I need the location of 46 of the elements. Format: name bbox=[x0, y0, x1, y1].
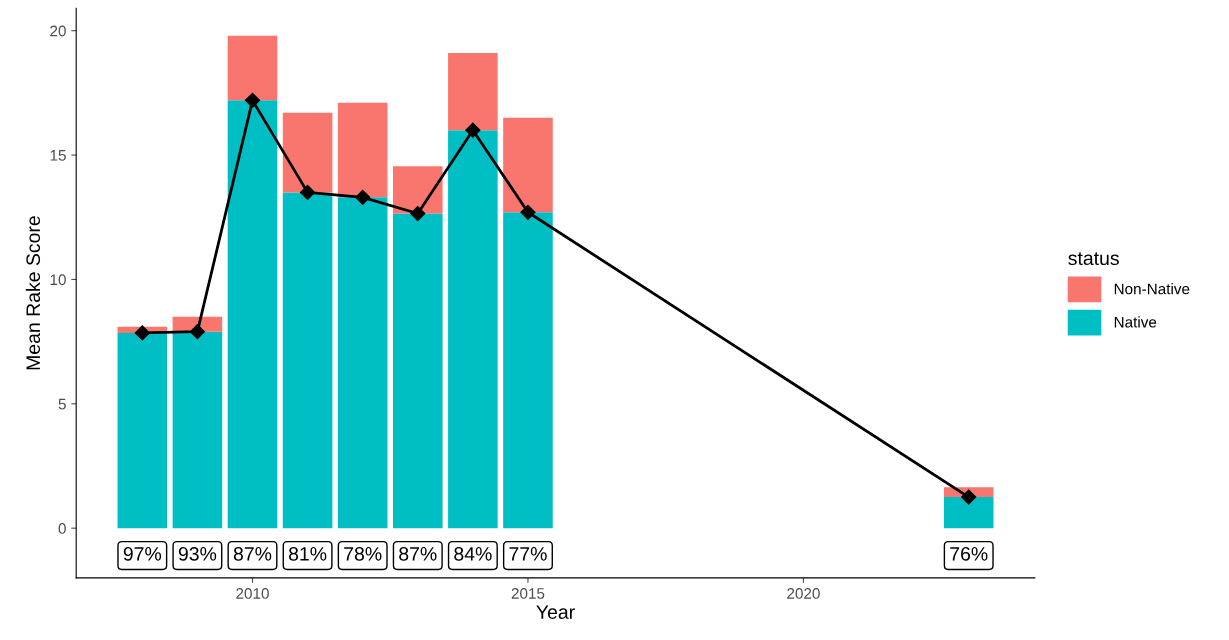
bar bbox=[227, 100, 278, 529]
bar bbox=[503, 212, 553, 529]
legend-label: Non-Native bbox=[1114, 283, 1190, 295]
x-tick-label: 2010 bbox=[236, 588, 269, 599]
bar bbox=[172, 331, 223, 529]
y-tick-label: 15 bbox=[50, 150, 66, 161]
x-tick-label: 2020 bbox=[787, 588, 820, 599]
bar bbox=[227, 35, 278, 101]
x-axis-title: Year bbox=[536, 605, 575, 619]
point bbox=[961, 489, 977, 505]
y-axis-title: Mean Rake Score bbox=[25, 216, 41, 370]
legend-title: status bbox=[1068, 252, 1119, 266]
x-tick-label: 2015 bbox=[511, 588, 545, 599]
annotation: 84% bbox=[454, 546, 492, 561]
bar bbox=[392, 166, 443, 214]
bar bbox=[117, 332, 168, 529]
bar bbox=[337, 197, 388, 529]
y-tick-label: 5 bbox=[58, 398, 66, 410]
y-tick-label: 20 bbox=[50, 25, 66, 37]
annotation: 87% bbox=[233, 546, 272, 561]
point bbox=[189, 324, 205, 340]
bar bbox=[503, 117, 553, 213]
annotation: 76% bbox=[950, 546, 988, 561]
bar bbox=[448, 53, 498, 131]
point bbox=[134, 325, 150, 341]
bar bbox=[337, 102, 388, 198]
point bbox=[520, 204, 536, 220]
annotation: 93% bbox=[178, 546, 217, 561]
annotation: 81% bbox=[288, 546, 327, 561]
annotation: 78% bbox=[344, 546, 382, 561]
bar bbox=[282, 192, 333, 529]
point bbox=[244, 92, 261, 108]
point bbox=[355, 189, 371, 205]
y-tick-label: 0 bbox=[58, 523, 66, 534]
bar bbox=[392, 213, 443, 529]
point bbox=[300, 184, 316, 200]
bar bbox=[448, 130, 498, 529]
annotation: 87% bbox=[399, 546, 437, 561]
point bbox=[410, 205, 426, 222]
bar bbox=[282, 112, 333, 193]
bar bbox=[943, 497, 994, 529]
legend-label: Native bbox=[1114, 316, 1157, 328]
point bbox=[465, 122, 481, 138]
y-tick-label: 10 bbox=[50, 274, 66, 286]
annotation: 97% bbox=[123, 546, 162, 561]
annotation: 77% bbox=[509, 547, 547, 561]
